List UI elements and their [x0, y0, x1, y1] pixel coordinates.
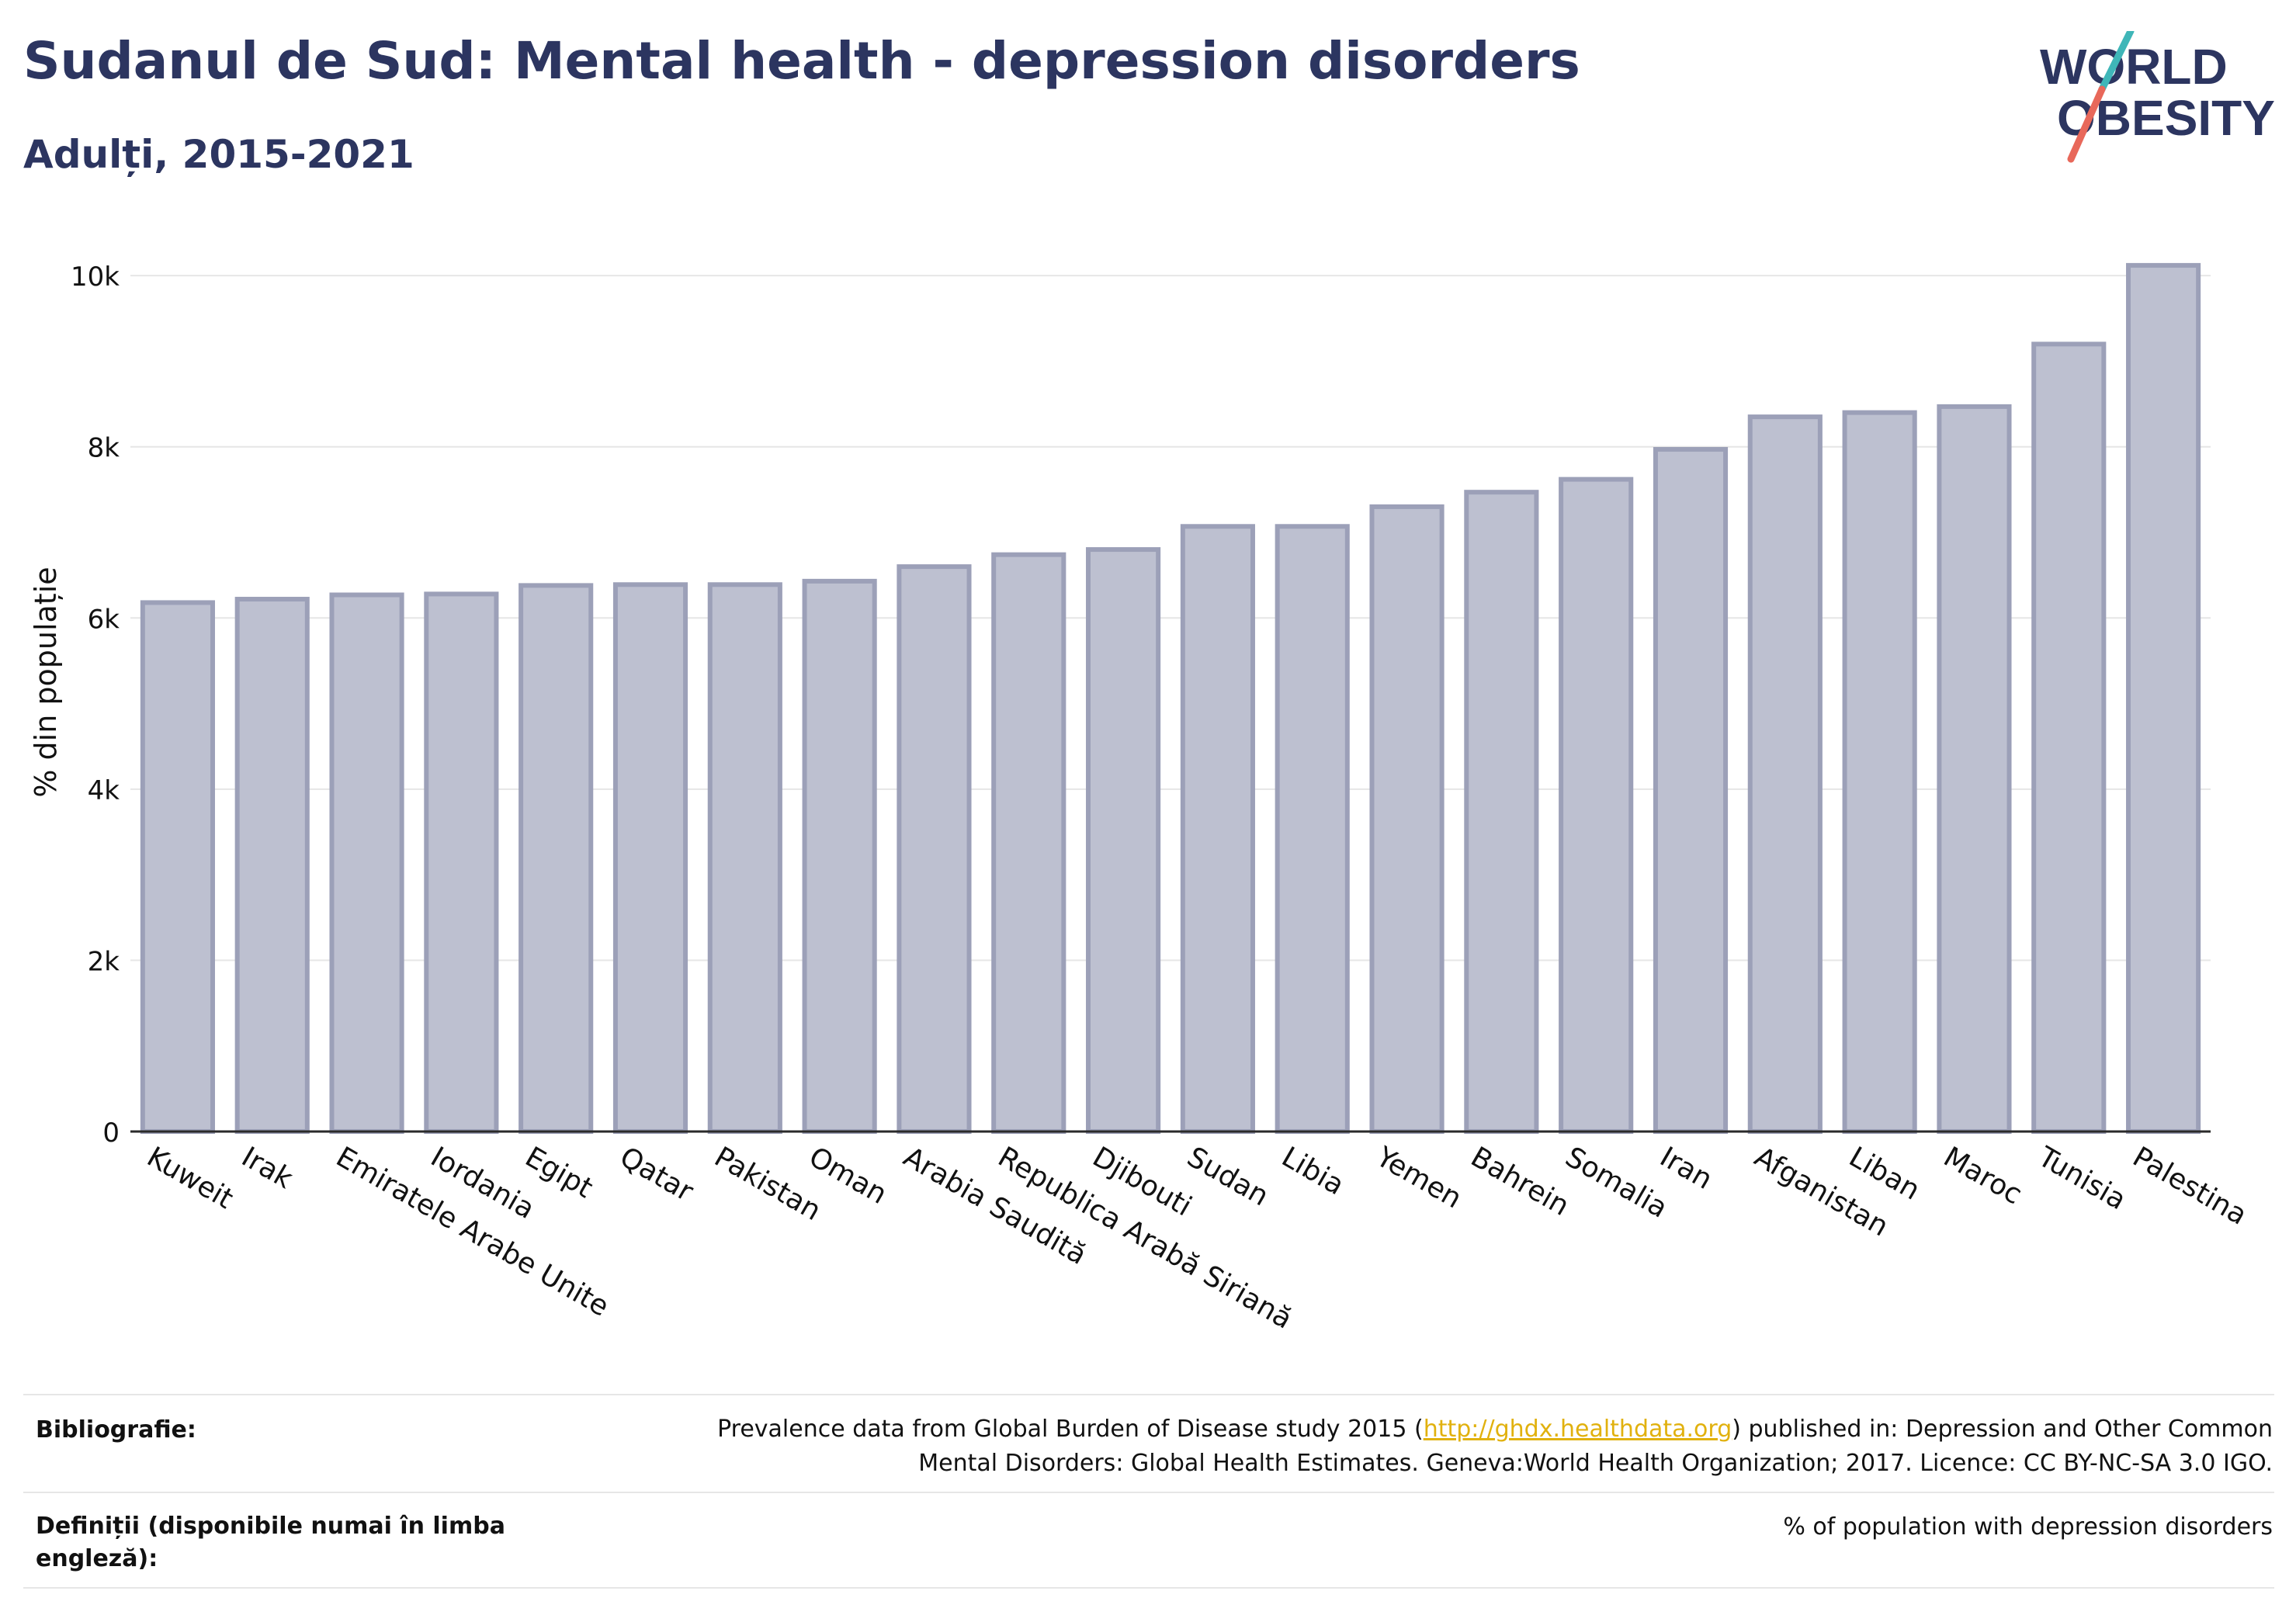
- x-tick-label: Iran: [1655, 1141, 1718, 1196]
- x-tick-label: Yemen: [1370, 1141, 1467, 1215]
- bar: [2126, 262, 2201, 1134]
- bar: [897, 564, 972, 1134]
- logo-text-world: WORLD: [2040, 39, 2228, 95]
- definitions-label-line-2: engleză):: [36, 1545, 158, 1572]
- y-tick-label: 6k: [88, 604, 120, 635]
- definitions-label-line-1: Definiții (disponibile numai în limba: [36, 1513, 505, 1540]
- logo-text-obesity: OBESITY: [2057, 90, 2275, 146]
- x-tick-label: Qatar: [615, 1141, 699, 1208]
- bibliography-pre: Prevalence data from Global Burden of Di…: [717, 1416, 1424, 1443]
- logo-slash-top: [2098, 31, 2135, 93]
- x-tick-label: Palestina: [2128, 1141, 2253, 1232]
- bar: [329, 592, 404, 1134]
- x-tick-label: Tunisia: [2032, 1141, 2131, 1216]
- bar: [991, 552, 1066, 1134]
- x-tick-label: Pakistan: [709, 1141, 826, 1227]
- y-tick-label: 4k: [88, 775, 120, 806]
- definitions-label: Definiții (disponibile numai în limba en…: [36, 1510, 505, 1575]
- bibliography-text: Prevalence data from Global Burden of Di…: [717, 1412, 2273, 1481]
- bibliography-link[interactable]: http://ghdx.healthdata.org: [1423, 1416, 1732, 1443]
- world-obesity-logo: WORLD OBESITY: [2040, 31, 2275, 163]
- bar: [1464, 490, 1539, 1134]
- bar: [1275, 524, 1350, 1134]
- x-tick-label: Somalia: [1560, 1141, 1673, 1225]
- bar: [1086, 547, 1161, 1134]
- bar: [1842, 410, 1917, 1134]
- bar: [1559, 477, 1634, 1134]
- chart-subtitle: Adulți, 2015-2021: [23, 132, 414, 177]
- y-tick-label: 0: [102, 1118, 120, 1149]
- bibliography-line-1: Prevalence data from Global Burden of Di…: [717, 1412, 2273, 1447]
- bibliography-line-2: Mental Disorders: Global Health Estimate…: [918, 1450, 2273, 1477]
- footer-divider-top: [23, 1394, 2274, 1395]
- bar: [424, 591, 499, 1134]
- x-tick-label: Maroc: [1938, 1141, 2027, 1211]
- bar: [2031, 341, 2107, 1135]
- x-tick-label: Bahrein: [1465, 1141, 1574, 1222]
- bar: [1653, 447, 1729, 1134]
- bar: [802, 578, 877, 1134]
- bar: [1937, 404, 2012, 1134]
- y-tick-label: 8k: [88, 433, 120, 464]
- footer-divider-middle: [23, 1492, 2274, 1493]
- bar: [1747, 414, 1823, 1134]
- bars: [140, 262, 2201, 1135]
- bar: [140, 600, 215, 1134]
- y-tick-label: 10k: [71, 262, 120, 293]
- footer-divider-bottom: [23, 1587, 2274, 1589]
- bar: [519, 583, 594, 1134]
- y-axis-ticks: 0 2k 4k 6k 8k 10k: [71, 262, 120, 1149]
- chart-title: Sudanul de Sud: Mental health - depressi…: [23, 31, 1580, 91]
- y-tick-label: 2k: [88, 946, 120, 977]
- definitions-text: % of population with depression disorder…: [1783, 1513, 2273, 1541]
- bar: [1369, 504, 1445, 1134]
- x-tick-label: Sudan: [1181, 1141, 1274, 1212]
- x-tick-label: Irak: [236, 1141, 298, 1195]
- logo-slash-bottom: [2067, 85, 2106, 163]
- x-tick-label: Kuweit: [141, 1141, 238, 1215]
- bar: [234, 597, 310, 1134]
- bibliography-label: Bibliografie:: [36, 1416, 196, 1444]
- x-tick-label: Libia: [1276, 1141, 1349, 1201]
- y-axis-label: % din populație: [29, 567, 63, 797]
- bibliography-post: ) published in: Depression and Other Com…: [1732, 1416, 2273, 1443]
- bar: [612, 582, 688, 1134]
- bar: [707, 582, 782, 1134]
- bar: [1180, 524, 1255, 1134]
